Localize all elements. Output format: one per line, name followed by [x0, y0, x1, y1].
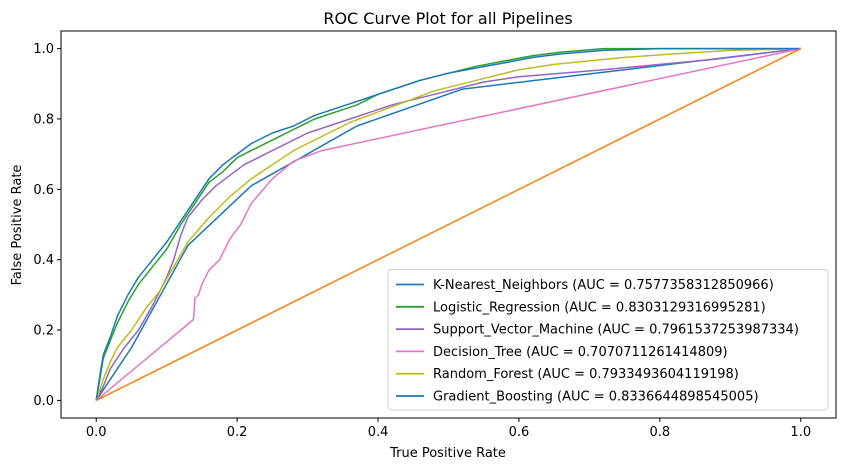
plot-area — [95, 47, 802, 402]
series-line-5 — [95, 47, 801, 401]
series-line-3 — [95, 47, 801, 401]
reference-diagonal-line — [95, 47, 802, 402]
y-tick-label: 1.0 — [33, 42, 54, 57]
legend-label: Logistic_Regression (AUC = 0.83031293169… — [433, 300, 766, 315]
y-axis-ticks: 0.0 0.2 0.4 0.6 0.8 1.0 — [33, 42, 61, 409]
y-tick-label: 0.2 — [33, 324, 54, 339]
axes-frame — [60, 30, 837, 419]
chart-title: ROC Curve Plot for all Pipelines — [323, 9, 572, 28]
legend-label: Gradient_Boosting (AUC = 0.8336644898545… — [433, 390, 759, 405]
legend-label: Random_Forest (AUC = 0.7933493604119198) — [433, 367, 739, 382]
y-tick-label: 0.0 — [33, 394, 54, 409]
series-line-6 — [95, 47, 801, 401]
series-line-4 — [95, 47, 801, 401]
legend-label: Support_Vector_Machine (AUC = 0.79615372… — [433, 323, 799, 338]
y-tick-label: 0.4 — [33, 253, 54, 268]
y-axis-label: False Positive Rate — [10, 165, 25, 286]
legend: K-Nearest_Neighbors (AUC = 0.75773583128… — [387, 269, 829, 411]
x-axis-label: True Positive Rate — [389, 446, 506, 461]
x-tick-label: 0.8 — [650, 425, 671, 440]
x-tick-label: 0.0 — [86, 425, 107, 440]
x-axis-ticks: 0.0 0.2 0.4 0.6 0.8 1.0 — [86, 418, 811, 440]
legend-label: K-Nearest_Neighbors (AUC = 0.75773583128… — [433, 278, 774, 293]
legend-label: Decision_Tree (AUC = 0.7070711261414809) — [433, 345, 728, 360]
x-tick-label: 0.2 — [227, 425, 248, 440]
x-tick-label: 1.0 — [790, 425, 811, 440]
legend-box — [387, 269, 829, 411]
y-tick-label: 0.6 — [33, 183, 54, 198]
y-tick-label: 0.8 — [33, 112, 54, 127]
series-line-1 — [95, 47, 801, 401]
x-tick-label: 0.6 — [509, 425, 530, 440]
series-line-2 — [95, 47, 801, 401]
x-tick-label: 0.4 — [368, 425, 389, 440]
